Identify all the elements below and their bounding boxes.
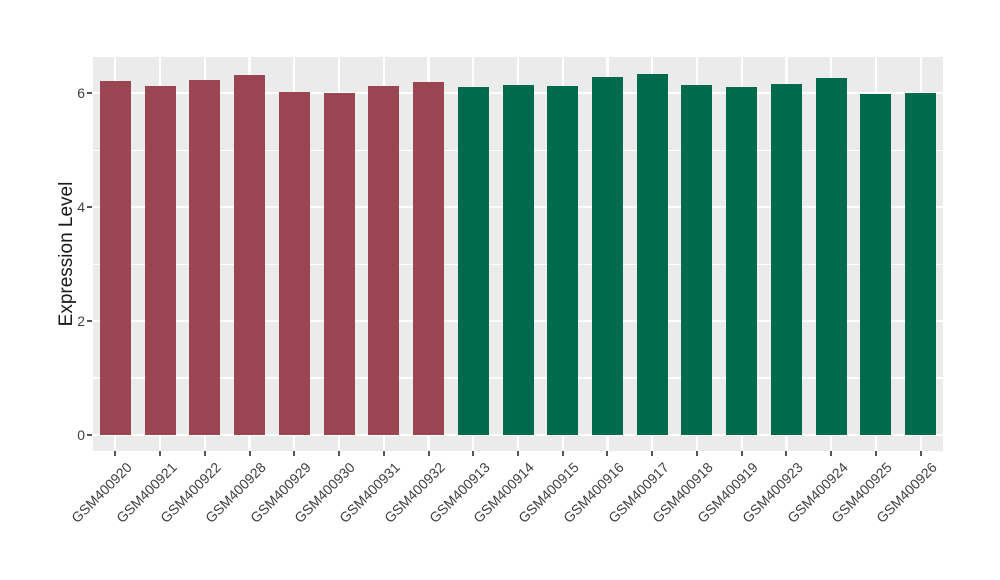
x-tick-mark: [382, 451, 385, 456]
bar-GSM400921: [144, 85, 176, 435]
x-tick-mark: [651, 451, 654, 456]
x-tick-mark: [114, 451, 117, 456]
x-tick-mark: [159, 451, 162, 456]
x-tick-mark: [472, 451, 475, 456]
bar-GSM400914: [502, 84, 534, 435]
bar-GSM400919: [726, 87, 758, 435]
x-tick-mark: [427, 451, 430, 456]
x-tick-mark: [517, 451, 519, 456]
bar-GSM400918: [681, 85, 713, 435]
bar-GSM400924: [815, 78, 847, 435]
y-tick-mark: [87, 434, 92, 436]
bar-GSM400917: [636, 73, 668, 435]
bar-GSM400930: [323, 93, 355, 435]
x-tick-mark: [740, 451, 743, 456]
y-tick-label: 4: [77, 199, 85, 216]
y-tick-label: 6: [77, 85, 85, 102]
bar-GSM400925: [860, 93, 892, 435]
y-tick-mark: [87, 320, 92, 323]
x-tick-mark: [606, 451, 609, 456]
bar-GSM400920: [99, 81, 131, 435]
bar-GSM400928: [234, 74, 266, 435]
x-tick-mark: [919, 451, 922, 456]
bar-GSM400916: [591, 77, 623, 435]
bar-GSM400915: [547, 86, 579, 435]
x-tick-mark: [785, 451, 788, 456]
y-tick-mark: [87, 206, 92, 209]
x-tick-mark: [561, 451, 564, 456]
y-tick-mark: [87, 92, 92, 95]
plot-panel: [93, 57, 943, 451]
x-tick-mark: [248, 451, 251, 456]
bar-GSM400929: [278, 91, 310, 435]
bar-GSM400932: [413, 82, 445, 435]
x-tick-mark: [874, 451, 877, 456]
bar-GSM400926: [905, 93, 937, 435]
x-tick-mark: [830, 451, 833, 456]
x-tick-mark: [293, 451, 296, 456]
x-tick-mark: [203, 451, 206, 456]
bar-GSM400923: [770, 83, 802, 435]
y-tick-label: 2: [77, 313, 85, 330]
x-tick-mark: [338, 451, 341, 456]
bar-GSM400931: [368, 85, 400, 435]
bar-GSM400913: [457, 87, 489, 435]
bar-GSM400922: [189, 79, 221, 435]
y-tick-label: 0: [77, 427, 85, 443]
x-tick-mark: [695, 451, 698, 456]
